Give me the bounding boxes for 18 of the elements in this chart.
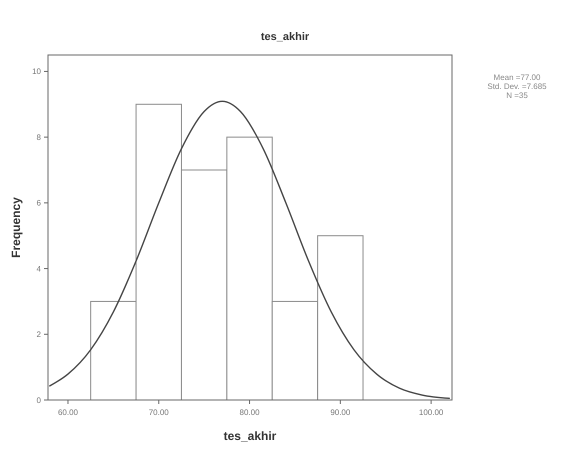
line-series	[49, 100, 450, 400]
x-tick-label: 90.00	[330, 408, 351, 417]
x-tick-label: 60.00	[58, 408, 79, 417]
x-tick-label: 70.00	[148, 408, 170, 417]
x-axis-title: tes_akhir	[224, 429, 277, 443]
x-tick-label: 100.00	[418, 408, 444, 417]
chart-title: tes_akhir	[260, 31, 310, 43]
text: N =35	[506, 91, 528, 100]
y-tick-label: 4	[36, 264, 42, 274]
x-tick-label: 80.00	[240, 408, 260, 417]
text: Std. Dev. =7.685	[487, 82, 548, 91]
y-tick-label: 8	[36, 132, 42, 142]
y-axis-title: Frequency	[9, 196, 23, 258]
y-tick-label: 10	[32, 67, 42, 76]
y-tick-label: 2	[36, 330, 42, 340]
y-tick-label: 0	[36, 396, 42, 405]
text: Mean =77.00	[494, 73, 542, 82]
y-tick-label: 6	[36, 198, 42, 208]
